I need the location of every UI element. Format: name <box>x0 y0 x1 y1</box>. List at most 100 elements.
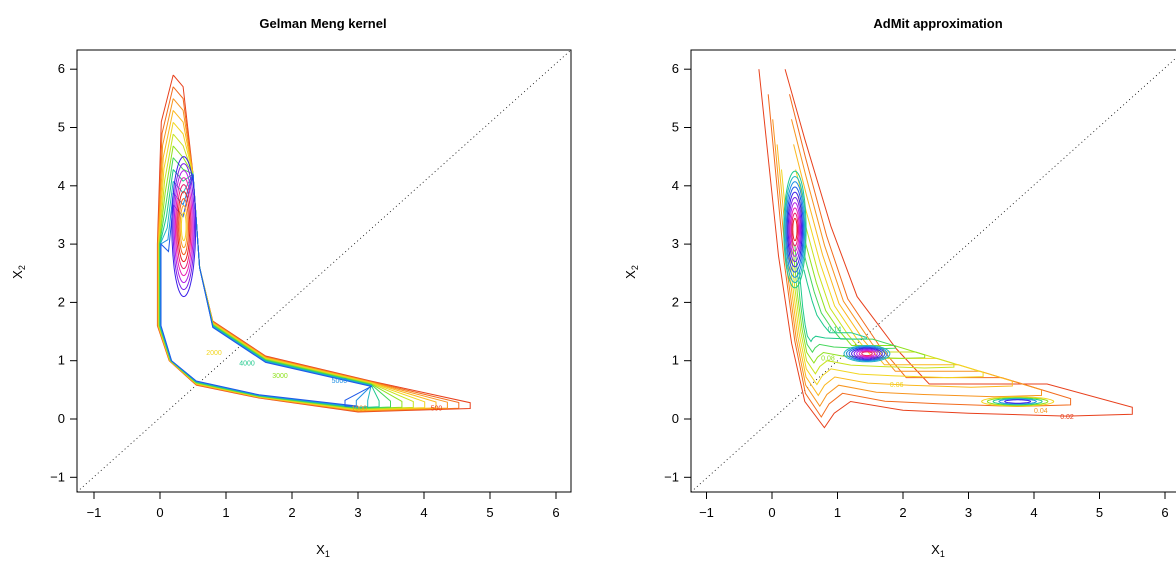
right-contour-line <box>853 348 881 359</box>
right-contour-line <box>784 175 806 284</box>
left-y-tick-label: 4 <box>58 178 65 193</box>
right-x-tick-label: 2 <box>899 505 906 520</box>
right-contour-line <box>856 349 878 358</box>
right-contour-line <box>772 119 1042 408</box>
right-contour-line <box>846 346 888 362</box>
left-contour-line <box>157 98 448 412</box>
left-contour-label: 4000 <box>239 360 255 367</box>
right-contour-line <box>785 181 805 278</box>
right-contour-line <box>986 397 1049 406</box>
right-y-tick-label: −1 <box>664 469 679 484</box>
right-x-tick-label: 4 <box>1030 505 1037 520</box>
left-x-tick-label: 2 <box>288 505 295 520</box>
left-y-axis-label: X2 <box>10 265 27 279</box>
right-contour-label: 0.14 <box>828 327 842 334</box>
left-contour-group: 500 1000 2000 3000 4000 5000 <box>156 74 471 413</box>
right-contour-line <box>843 345 891 363</box>
left-contour-line <box>160 173 373 407</box>
left-y-tick-label: 6 <box>58 61 65 76</box>
right-contour-group: 0.02 0.04 0.06 0.08 0.14 <box>758 69 1133 429</box>
left-contour-line <box>171 156 197 298</box>
right-x-tick-label: 6 <box>1161 505 1168 520</box>
left-contour-line <box>158 145 403 410</box>
left-y-tick-label: 0 <box>58 411 65 426</box>
left-contour-line <box>174 177 193 277</box>
left-panel: Gelman Meng kernel 500100020003000400050… <box>10 16 572 559</box>
left-contour-line <box>180 212 187 242</box>
left-contour-label: 500 <box>431 405 443 412</box>
right-contour-line <box>758 69 1133 429</box>
right-contour-label: 0.06 <box>890 382 904 389</box>
left-contour-line <box>178 198 189 256</box>
left-y-tick-label: 1 <box>58 353 65 368</box>
left-x-tick-label: 3 <box>354 505 361 520</box>
left-contour-line <box>179 205 188 249</box>
right-identity-line <box>690 57 1176 493</box>
right-contour-line <box>998 398 1038 405</box>
right-contour-line <box>776 144 1013 397</box>
left-contour-line <box>160 173 373 408</box>
right-x-tick-label: 5 <box>1096 505 1103 520</box>
right-contour-line <box>848 346 886 361</box>
right-y-tick-label: 0 <box>672 411 679 426</box>
right-y-tick-label: 5 <box>672 120 679 135</box>
left-x-tick-label: 1 <box>222 505 229 520</box>
left-contour-line <box>156 74 471 413</box>
right-plot-frame <box>690 49 1176 493</box>
right-x-tick-label: 3 <box>965 505 972 520</box>
right-y-axis-label: X2 <box>623 265 640 279</box>
left-x-tick-label: 0 <box>156 505 163 520</box>
left-x-tick-label: 6 <box>552 505 559 520</box>
left-contour-label: 2000 <box>206 350 222 357</box>
left-contour-label: 1000 <box>351 405 367 412</box>
right-y-tick-label: 3 <box>672 236 679 251</box>
left-y-tick-label: 2 <box>58 294 65 309</box>
left-y-tick-label: 5 <box>58 120 65 135</box>
right-y-tick-label: 1 <box>672 353 679 368</box>
right-contour-line <box>781 169 984 386</box>
left-chart-title: Gelman Meng kernel <box>259 16 386 31</box>
right-contour-label: 0.04 <box>1034 408 1048 415</box>
right-contour-line <box>783 170 807 289</box>
right-contour-line <box>798 269 867 343</box>
right-x-tick-label: −1 <box>699 505 714 520</box>
right-contour-line <box>992 397 1043 406</box>
left-contour-line <box>158 133 414 410</box>
left-identity-line <box>76 49 572 493</box>
right-chart-title: AdMit approximation <box>873 16 1002 31</box>
left-contour-line <box>157 86 460 413</box>
right-panel: AdMit approximation 0.02 0.04 0.06 0.08 0.14… <box>623 16 1176 559</box>
right-x-tick-label: 1 <box>834 505 841 520</box>
right-contour-line <box>767 94 1072 418</box>
right-contour-line <box>851 347 883 360</box>
left-axes: −1 0 1 2 3 4 5 6 −1 0 1 2 3 4 5 6 <box>50 61 559 520</box>
right-contour-line <box>791 212 799 247</box>
right-contour-line <box>787 191 803 268</box>
left-x-axis-label: X1 <box>316 542 330 559</box>
right-contour-line <box>792 217 798 242</box>
right-contour-line <box>786 186 804 273</box>
left-x-tick-label: 5 <box>486 505 493 520</box>
right-contour-line <box>789 202 801 257</box>
right-axes: −1 0 1 2 3 4 5 6 −1 0 1 2 3 4 5 6 <box>664 61 1168 520</box>
left-y-tick-label: −1 <box>50 469 65 484</box>
right-contour-line <box>785 194 955 375</box>
right-contour-line <box>858 350 876 357</box>
left-contour-line <box>172 163 196 291</box>
right-contour-line <box>788 196 802 263</box>
left-contour-label: 3000 <box>272 373 288 380</box>
right-x-tick-label: 0 <box>768 505 775 520</box>
right-contour-label: 0.02 <box>1060 414 1074 421</box>
right-contour-label: 0.08 <box>821 356 835 363</box>
left-contour-line <box>177 191 191 263</box>
right-y-tick-label: 6 <box>672 61 679 76</box>
left-contour-line <box>176 184 192 270</box>
right-contour-line <box>1004 399 1032 404</box>
right-contour-line <box>790 207 800 252</box>
right-y-tick-label: 4 <box>672 178 679 193</box>
left-plot-frame <box>76 49 572 493</box>
right-contour-line <box>861 351 873 357</box>
right-y-tick-label: 2 <box>672 294 679 309</box>
left-contour-label: 5000 <box>332 378 348 385</box>
